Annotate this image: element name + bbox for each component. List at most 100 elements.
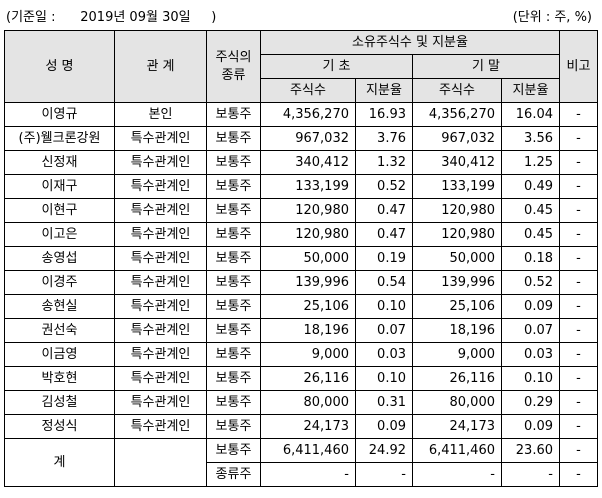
cell-begin-ratio: 0.52 — [355, 174, 413, 199]
table-row: 이현구 특수관계인 보통주 120,980 0.47 120,980 0.45- — [4, 198, 598, 223]
header-end-shares: 주식수 — [412, 78, 502, 103]
cell-relation: 특수관계인 — [114, 222, 207, 247]
cell-begin-shares: 967,032 — [260, 126, 356, 151]
total-note: - — [559, 462, 598, 487]
header-begin-shares: 주식수 — [260, 78, 356, 103]
header-stock-type: 주식의 종류 — [206, 30, 261, 103]
cell-relation: 특수관계인 — [114, 342, 207, 367]
cell-relation: 특수관계인 — [114, 198, 207, 223]
cell-begin-shares: 18,196 — [260, 318, 356, 343]
total-note: - — [559, 438, 598, 463]
cell-begin-ratio: 1.32 — [355, 150, 413, 175]
cell-begin-ratio: 0.47 — [355, 198, 413, 223]
table-row: (주)웰크론강원 특수관계인 보통주 967,032 3.76 967,032 3.56- — [4, 126, 598, 151]
cell-end-ratio: 16.04 — [501, 102, 560, 127]
header-name: 성 명 — [4, 30, 115, 103]
cell-stock-type: 보통주 — [206, 102, 261, 127]
cell-note: - — [559, 102, 598, 127]
cell-end-shares: 18,196 — [412, 318, 502, 343]
cell-end-ratio: 0.18 — [501, 246, 560, 271]
total-begin-ratio: - — [355, 462, 413, 487]
cell-relation: 특수관계인 — [114, 174, 207, 199]
cell-stock-type: 보통주 — [206, 222, 261, 247]
table-row: 이금영 특수관계인 보통주 9,000 0.03 9,000 0.03- — [4, 342, 598, 367]
cell-end-ratio: 3.56 — [501, 126, 560, 151]
cell-begin-ratio: 3.76 — [355, 126, 413, 151]
cell-name: 이재구 — [4, 174, 115, 199]
cell-stock-type: 보통주 — [206, 414, 261, 439]
cell-note: - — [559, 318, 598, 343]
cell-relation: 특수관계인 — [114, 294, 207, 319]
cell-stock-type: 보통주 — [206, 390, 261, 415]
cell-begin-shares: 80,000 — [260, 390, 356, 415]
cell-name: 신정재 — [4, 150, 115, 175]
cell-note: - — [559, 390, 598, 415]
base-date-note: (기준일 : 2019년 09월 30일 ) — [6, 10, 217, 25]
total-label: 계 — [4, 438, 115, 487]
cell-begin-ratio: 0.31 — [355, 390, 413, 415]
cell-name: 송현실 — [4, 294, 115, 319]
cell-note: - — [559, 270, 598, 295]
cell-begin-ratio: 0.19 — [355, 246, 413, 271]
table-row: 이영규 본인 보통주 4,356,270 16.93 4,356,270 16.04- — [4, 102, 598, 127]
table-row: 이고은 특수관계인 보통주 120,980 0.47 120,980 0.45- — [4, 222, 598, 247]
cell-name: 권선숙 — [4, 318, 115, 343]
cell-end-ratio: 0.07 — [501, 318, 560, 343]
header-end-ratio: 지분율 — [501, 78, 560, 103]
header-end: 기 말 — [412, 54, 560, 79]
total-end-shares: - — [412, 462, 502, 487]
cell-note: - — [559, 222, 598, 247]
cell-relation: 특수관계인 — [114, 366, 207, 391]
unit-note: (단위 : 주, %) — [512, 10, 592, 25]
cell-name: 김성철 — [4, 390, 115, 415]
cell-stock-type: 보통주 — [206, 366, 261, 391]
header-ownership-group: 소유주식수 및 지분율 — [260, 30, 560, 55]
cell-note: - — [559, 366, 598, 391]
cell-note: - — [559, 246, 598, 271]
cell-end-shares: 25,106 — [412, 294, 502, 319]
cell-begin-shares: 139,996 — [260, 270, 356, 295]
cell-begin-ratio: 0.47 — [355, 222, 413, 247]
table-row: 송영섭 특수관계인 보통주 50,000 0.19 50,000 0.18- — [4, 246, 598, 271]
shareholding-table: 성 명 관 계 주식의 종류 소유주식수 및 지분율 비고 기 초 기 말 주식… — [4, 30, 598, 487]
table-row: 이재구 특수관계인 보통주 133,199 0.52 133,199 0.49- — [4, 174, 598, 199]
cell-name: 이경주 — [4, 270, 115, 295]
cell-relation: 특수관계인 — [114, 390, 207, 415]
table-row: 송현실 특수관계인 보통주 25,106 0.10 25,106 0.09- — [4, 294, 598, 319]
cell-stock-type: 보통주 — [206, 318, 261, 343]
cell-end-shares: 139,996 — [412, 270, 502, 295]
cell-begin-shares: 133,199 — [260, 174, 356, 199]
cell-name: 이고은 — [4, 222, 115, 247]
cell-begin-shares: 120,980 — [260, 198, 356, 223]
cell-relation: 특수관계인 — [114, 246, 207, 271]
cell-stock-type: 보통주 — [206, 294, 261, 319]
total-begin-shares: 6,411,460 — [260, 438, 356, 463]
cell-relation: 특수관계인 — [114, 150, 207, 175]
cell-stock-type: 보통주 — [206, 150, 261, 175]
cell-relation: 특수관계인 — [114, 318, 207, 343]
total-end-shares: 6,411,460 — [412, 438, 502, 463]
cell-end-ratio: 0.09 — [501, 294, 560, 319]
cell-note: - — [559, 126, 598, 151]
header-begin-ratio: 지분율 — [355, 78, 413, 103]
cell-end-shares: 120,980 — [412, 198, 502, 223]
cell-begin-ratio: 0.09 — [355, 414, 413, 439]
cell-begin-ratio: 0.10 — [355, 366, 413, 391]
header-note: 비고 — [559, 30, 598, 103]
cell-stock-type: 보통주 — [206, 198, 261, 223]
cell-end-shares: 9,000 — [412, 342, 502, 367]
table-row: 신정재 특수관계인 보통주 340,412 1.32 340,412 1.25- — [4, 150, 598, 175]
cell-end-ratio: 0.29 — [501, 390, 560, 415]
cell-note: - — [559, 150, 598, 175]
cell-name: 이현구 — [4, 198, 115, 223]
total-begin-shares: - — [260, 462, 356, 487]
cell-relation: 본인 — [114, 102, 207, 127]
cell-name: 박호현 — [4, 366, 115, 391]
cell-note: - — [559, 174, 598, 199]
total-type: 보통주 — [206, 438, 261, 463]
cell-begin-ratio: 16.93 — [355, 102, 413, 127]
cell-end-shares: 80,000 — [412, 390, 502, 415]
cell-name: 이영규 — [4, 102, 115, 127]
table-row: 정성식 특수관계인 보통주 24,173 0.09 24,173 0.09- — [4, 414, 598, 439]
cell-begin-ratio: 0.07 — [355, 318, 413, 343]
